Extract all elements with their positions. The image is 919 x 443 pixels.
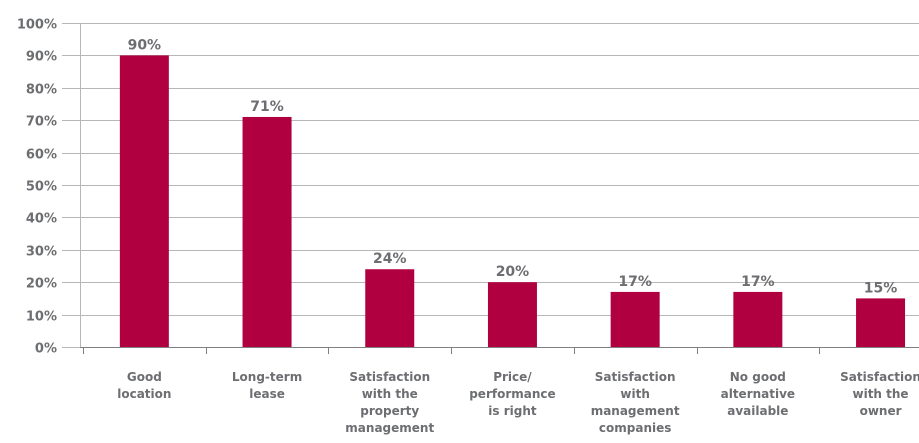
data-label: 17% [618,274,652,290]
y-tick-label: 40% [26,212,57,227]
x-tick-label: Satisfaction with the owner [840,370,919,418]
y-axis: 0% 10% 20% 30% 40% 50% 60% 70% 80% 90% 100% [17,18,81,357]
data-labels: 90% 71% 24% 20% 17% 17% 15% [128,37,898,296]
data-label: 17% [741,274,775,290]
x-tick-label: Price/performance is right [469,370,555,418]
bar [610,291,660,347]
bar [119,55,169,348]
x-tick-label: Good location [117,370,171,401]
y-tick-label: 80% [26,83,57,98]
x-axis: Good location Long-term lease Satisfaction wi… [80,347,919,435]
bar [487,282,537,347]
bar [365,269,415,347]
bar [856,298,906,347]
data-label: 24% [373,251,407,267]
bar [242,116,292,348]
gridlines [80,23,919,316]
y-tick-label: 60% [26,148,57,163]
data-label: 90% [128,37,162,53]
x-tick-label: Satisfaction with the property management [345,370,434,435]
y-tick-label: 100% [17,18,57,33]
y-tick-label: 0% [35,342,57,357]
bars [119,55,906,348]
data-label: 15% [864,280,898,296]
y-tick-label: 20% [26,277,57,292]
bar [733,291,783,347]
y-tick-label: 50% [26,180,57,195]
y-tick-label: 10% [26,310,57,325]
y-tick-label: 30% [26,245,57,260]
data-label: 71% [250,99,284,115]
x-tick-label: No good alternative available [721,370,795,418]
y-tick-label: 90% [26,50,57,65]
data-label: 20% [496,264,530,280]
x-tick-label: Long-term lease [232,370,302,401]
x-tick-label: Satisfaction with management companies [591,370,680,435]
y-tick-label: 70% [26,115,57,130]
